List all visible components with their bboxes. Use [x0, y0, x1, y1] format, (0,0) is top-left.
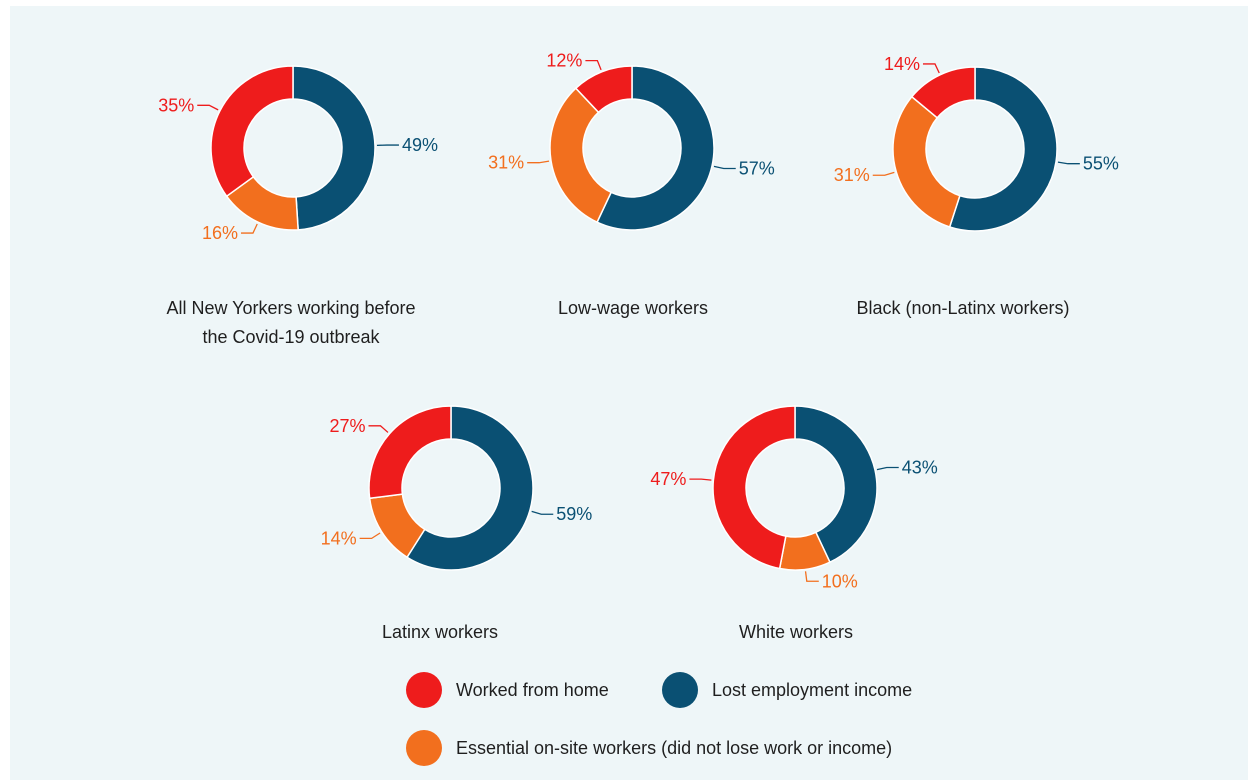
slice-black-worked-from-home — [910, 66, 976, 119]
legend-item-lost-income: Lost employment income — [662, 670, 912, 710]
leader-all-essential — [240, 223, 258, 234]
data-label-lowwage-essential: 31% — [488, 153, 524, 173]
slice-latinx-lost-income — [406, 405, 534, 571]
leader-lowwage-worked-from-home — [585, 59, 602, 71]
caption-all-line-2: the Covid-19 outbreak — [202, 327, 380, 347]
slice-lowwage-essential — [549, 87, 613, 224]
caption-white: White workers — [656, 618, 936, 647]
legend-label-essential: Essential on-site workers (did not lose … — [456, 737, 893, 758]
leader-white-essential — [804, 571, 819, 582]
leader-white-lost-income — [876, 466, 899, 471]
leader-all-worked-from-home — [197, 104, 219, 111]
slice-lowwage-lost-income — [596, 65, 715, 231]
data-label-black-worked-from-home: 14% — [884, 54, 920, 74]
leader-black-lost-income — [1057, 161, 1080, 165]
leader-black-worked-from-home — [922, 63, 940, 74]
data-label-all-lost-income: 49% — [402, 135, 438, 155]
slice-black-lost-income — [948, 66, 1058, 232]
caption-all: All New Yorkers working before the Covid-… — [110, 294, 472, 352]
data-label-latinx-worked-from-home: 27% — [329, 416, 365, 436]
legend-label-worked-from-home: Worked from home — [456, 679, 609, 700]
data-label-white-lost-income: 43% — [902, 457, 938, 477]
legend-label-lost-income: Lost employment income — [712, 679, 913, 700]
data-label-all-worked-from-home: 35% — [158, 95, 194, 115]
leader-lowwage-lost-income — [713, 165, 736, 170]
data-label-white-worked-from-home: 47% — [650, 469, 686, 489]
data-label-white-essential: 10% — [822, 571, 858, 591]
caption-all-line-1: All New Yorkers working before — [166, 298, 416, 318]
legend-item-worked-from-home: Worked from home — [406, 670, 609, 710]
leader-latinx-lost-income — [531, 510, 554, 515]
slice-white-worked-from-home — [712, 405, 796, 570]
legend-swatch-lost-income — [662, 672, 698, 708]
caption-latinx: Latinx workers — [300, 618, 580, 647]
slice-all-lost-income — [292, 65, 376, 231]
data-label-black-essential: 31% — [834, 165, 870, 185]
legend-item-essential: Essential on-site workers (did not lose … — [406, 728, 892, 768]
leader-latinx-worked-from-home — [368, 425, 389, 433]
leader-latinx-essential — [359, 532, 381, 540]
caption-white-line-1: White workers — [738, 622, 854, 642]
slice-black-essential — [892, 95, 961, 228]
caption-black: Black (non-Latinx workers) — [810, 294, 1116, 323]
caption-black-line-1: Black (non-Latinx workers) — [856, 298, 1070, 318]
caption-latinx-line-1: Latinx workers — [381, 622, 499, 642]
slice-latinx-worked-from-home — [368, 405, 452, 500]
data-label-all-essential: 16% — [202, 223, 238, 243]
data-label-lowwage-lost-income: 57% — [739, 159, 775, 179]
chart-panel: 49% 16% 35% 57% 31% 12% 55% 31% 14% 59% 14% 27% 43% 1… — [10, 6, 1248, 780]
leader-lowwage-essential — [527, 160, 550, 164]
leader-black-essential — [872, 171, 895, 176]
data-label-lowwage-worked-from-home: 12% — [546, 51, 582, 71]
slice-lowwage-worked-from-home — [574, 65, 633, 114]
data-label-black-lost-income: 55% — [1083, 154, 1119, 174]
data-label-latinx-lost-income: 59% — [556, 504, 592, 524]
donut-charts: 49% 16% 35% 57% 31% 12% 55% 31% 14% 59% 14% 27% 43% 1… — [158, 51, 1119, 592]
legend-swatch-essential — [406, 730, 442, 766]
slice-white-lost-income — [794, 405, 878, 564]
caption-lowwage-line-1: Low-wage workers — [557, 298, 709, 318]
caption-lowwage: Low-wage workers — [490, 294, 776, 323]
leader-white-worked-from-home — [689, 478, 712, 481]
data-label-latinx-essential: 14% — [321, 528, 357, 548]
legend-swatch-worked-from-home — [406, 672, 442, 708]
slice-all-worked-from-home — [210, 65, 294, 198]
